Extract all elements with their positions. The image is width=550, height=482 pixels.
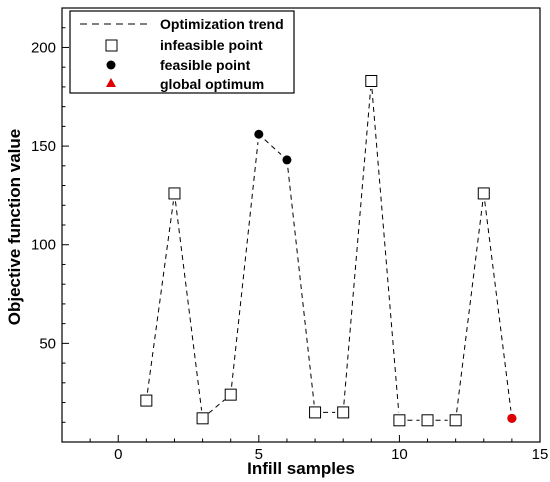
trend-segment — [264, 139, 282, 155]
infeasible-point — [393, 414, 406, 427]
infeasible-point — [449, 414, 462, 427]
trend-segment — [146, 201, 174, 393]
x-tick-label: 5 — [255, 446, 263, 463]
trend-segment — [484, 201, 512, 411]
legend: Optimization trend infeasible point feas… — [69, 10, 295, 94]
feasible-point — [282, 155, 292, 165]
y-tick-label: 100 — [31, 237, 56, 254]
legend-optimum-swatch — [106, 78, 116, 87]
infeasible-point — [477, 187, 490, 200]
global-optimum-point — [507, 413, 517, 423]
trend-segment — [371, 88, 400, 413]
trend-segment — [287, 167, 315, 405]
trend-segment — [174, 201, 203, 411]
infeasible-point — [309, 406, 322, 419]
trend-lines — [146, 88, 512, 421]
legend-feasible-swatch — [106, 60, 116, 70]
x-tick-label: 10 — [391, 446, 408, 463]
x-tick-label: 15 — [532, 446, 549, 463]
y-tick-label: 50 — [39, 335, 56, 352]
infeasible-point — [421, 414, 434, 427]
legend-feasible-label: feasible point — [160, 57, 251, 73]
trend-segment — [208, 399, 225, 414]
infeasible-point — [168, 187, 181, 200]
x-axis-title: Infill samples — [247, 459, 355, 478]
infeasible-point — [196, 412, 209, 425]
y-tick-label: 200 — [31, 39, 56, 56]
axis-ticks: 0 5 10 15 50 100 150 200 — [31, 27, 549, 463]
legend-trend-label: Optimization trend — [160, 16, 284, 32]
trend-segment — [343, 88, 372, 405]
infeasible-point — [337, 406, 350, 419]
infeasible-point — [224, 388, 237, 401]
legend-infeasible-label: infeasible point — [160, 37, 263, 53]
data-markers — [140, 74, 517, 427]
infeasible-point — [140, 394, 153, 407]
legend-box — [69, 10, 295, 94]
trend-segment — [456, 201, 484, 413]
trend-segment — [231, 142, 259, 387]
infeasible-point — [365, 74, 378, 87]
legend-infeasible-swatch — [105, 39, 118, 52]
legend-optimum-label: global optimum — [160, 76, 264, 92]
y-tick-label: 150 — [31, 138, 56, 155]
feasible-point — [254, 129, 264, 139]
x-tick-label: 0 — [114, 446, 122, 463]
y-axis-title: Objective function value — [5, 129, 24, 326]
